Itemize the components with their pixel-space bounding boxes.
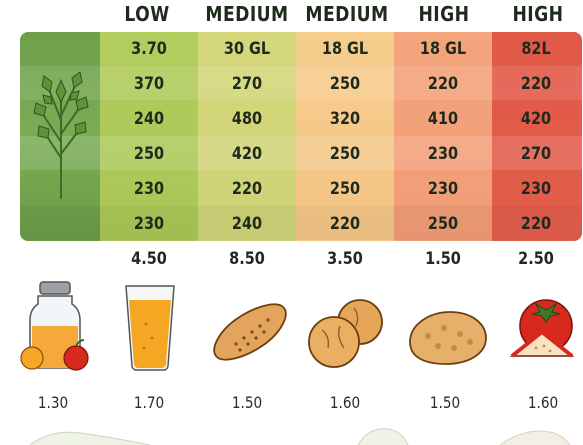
leaf-decoration-icon: [500, 430, 570, 445]
cell: 220: [427, 74, 459, 94]
cell: 270: [231, 74, 263, 94]
column-header-high-2: HIGH: [512, 2, 564, 26]
cell: 250: [329, 74, 361, 94]
round-bread-rolls-icon: [308, 299, 383, 368]
column-header-medium-1: MEDIUM: [205, 2, 289, 26]
tomato-and-slice-icon: [509, 299, 575, 358]
leaf-decoration-icon: [357, 428, 409, 445]
fried-patty-icon: [409, 311, 487, 365]
cell: 250: [329, 144, 361, 164]
juice-jar-with-fruit-icon: [20, 281, 89, 371]
row-band: [20, 136, 582, 170]
bottom-value: 1.50: [231, 393, 263, 412]
glycemic-table: 3.70 30 GL 18 GL 18 GL 82L 370 270 250 2…: [20, 32, 582, 241]
cell: 240: [133, 109, 165, 129]
cell: 230: [133, 214, 165, 234]
cell: 230: [427, 179, 459, 199]
cell: 230: [427, 144, 459, 164]
footer-value: 3.50: [327, 249, 363, 269]
bottom-value: 1.30: [37, 393, 69, 412]
cell: 240: [231, 214, 263, 234]
cell: 230: [520, 179, 552, 199]
cell: 18 GL: [321, 39, 369, 59]
footer-value: 4.50: [131, 249, 167, 269]
row-band: [20, 66, 582, 100]
column-medium-1: [198, 32, 296, 241]
cell: 270: [520, 144, 552, 164]
leaf-decoration-icon: [30, 431, 150, 445]
cell: 250: [427, 214, 459, 234]
orange-juice-glass-icon: [125, 285, 175, 371]
column-header-high-1: HIGH: [418, 2, 470, 26]
row-band: [20, 206, 582, 240]
column-low: [100, 32, 198, 241]
cell: 18 GL: [419, 39, 467, 59]
cell: 250: [133, 144, 165, 164]
cell: 320: [329, 109, 361, 129]
footer-value: 8.50: [229, 249, 265, 269]
cell: 420: [520, 109, 552, 129]
parsley-sprig-icon: [33, 72, 89, 199]
bread-loaf-icon: [213, 303, 287, 361]
cell: 30 GL: [223, 39, 271, 59]
column-high-2: [492, 32, 582, 241]
cell: 370: [133, 74, 165, 94]
cell: 3.70: [131, 39, 167, 59]
cell: 220: [329, 214, 361, 234]
footer-value: 1.50: [425, 249, 461, 269]
cell: 410: [427, 109, 459, 129]
column-high-1: [394, 32, 492, 241]
column-header-low: LOW: [124, 2, 170, 26]
bottom-value: 1.60: [329, 393, 361, 412]
cell: 230: [133, 179, 165, 199]
cell: 220: [520, 74, 552, 94]
column-medium-2: [296, 32, 394, 241]
bottom-value: 1.60: [527, 393, 559, 412]
cell: 420: [231, 144, 263, 164]
cell: 480: [231, 109, 263, 129]
footer-value: 2.50: [518, 249, 554, 269]
cell: 220: [231, 179, 263, 199]
cell: 250: [329, 179, 361, 199]
column-header-medium-2: MEDIUM: [305, 2, 389, 26]
cell: 220: [520, 214, 552, 234]
cell: 82L: [521, 39, 551, 59]
column-headers: LOW MEDIUM MEDIUM HIGH HIGH: [0, 0, 583, 30]
bottom-value: 1.50: [429, 393, 461, 412]
bottom-value: 1.70: [133, 393, 165, 412]
